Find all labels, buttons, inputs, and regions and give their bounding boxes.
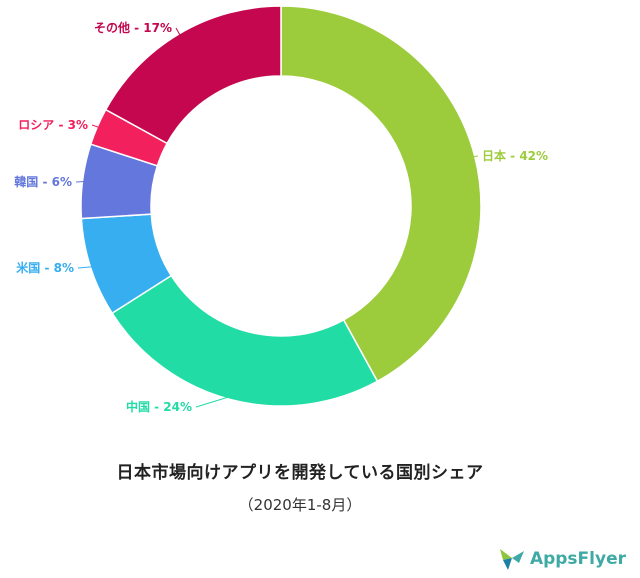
slice-label-4: ロシア - 3% xyxy=(18,118,88,132)
leader-line-2 xyxy=(77,266,95,269)
chart-labels: 日本 - 42% 中国 - 24% 米国 - 8% 韓国 - 6% ロシア - 3% その… xyxy=(14,20,548,414)
leader-line-1 xyxy=(195,395,233,408)
chart-subtitle: （2020年1-8月） xyxy=(238,496,362,514)
slice-label-5: その他 - 17% xyxy=(94,20,172,35)
slice-label-0: 日本 - 42% xyxy=(482,148,548,163)
slice-1 xyxy=(111,274,379,407)
slice-0 xyxy=(280,5,482,383)
slice-label-3: 韓国 - 6% xyxy=(14,174,72,189)
leader-line-4 xyxy=(91,124,102,129)
chart-slices xyxy=(80,5,482,407)
slice-5 xyxy=(104,5,282,145)
appsflyer-logo-icon xyxy=(499,549,524,570)
slice-label-2: 米国 - 8% xyxy=(16,260,74,275)
chart-leader-lines xyxy=(75,27,479,408)
brand-name: AppsFlyer xyxy=(529,549,626,569)
brand-logo: AppsFlyer xyxy=(497,546,626,572)
leader-line-5 xyxy=(175,27,182,38)
chart-title: 日本市場向けアプリを開発している国別シェア xyxy=(116,463,484,483)
slice-label-1: 中国 - 24% xyxy=(126,399,192,414)
leader-line-0 xyxy=(470,155,479,158)
leader-line-3 xyxy=(75,180,87,183)
